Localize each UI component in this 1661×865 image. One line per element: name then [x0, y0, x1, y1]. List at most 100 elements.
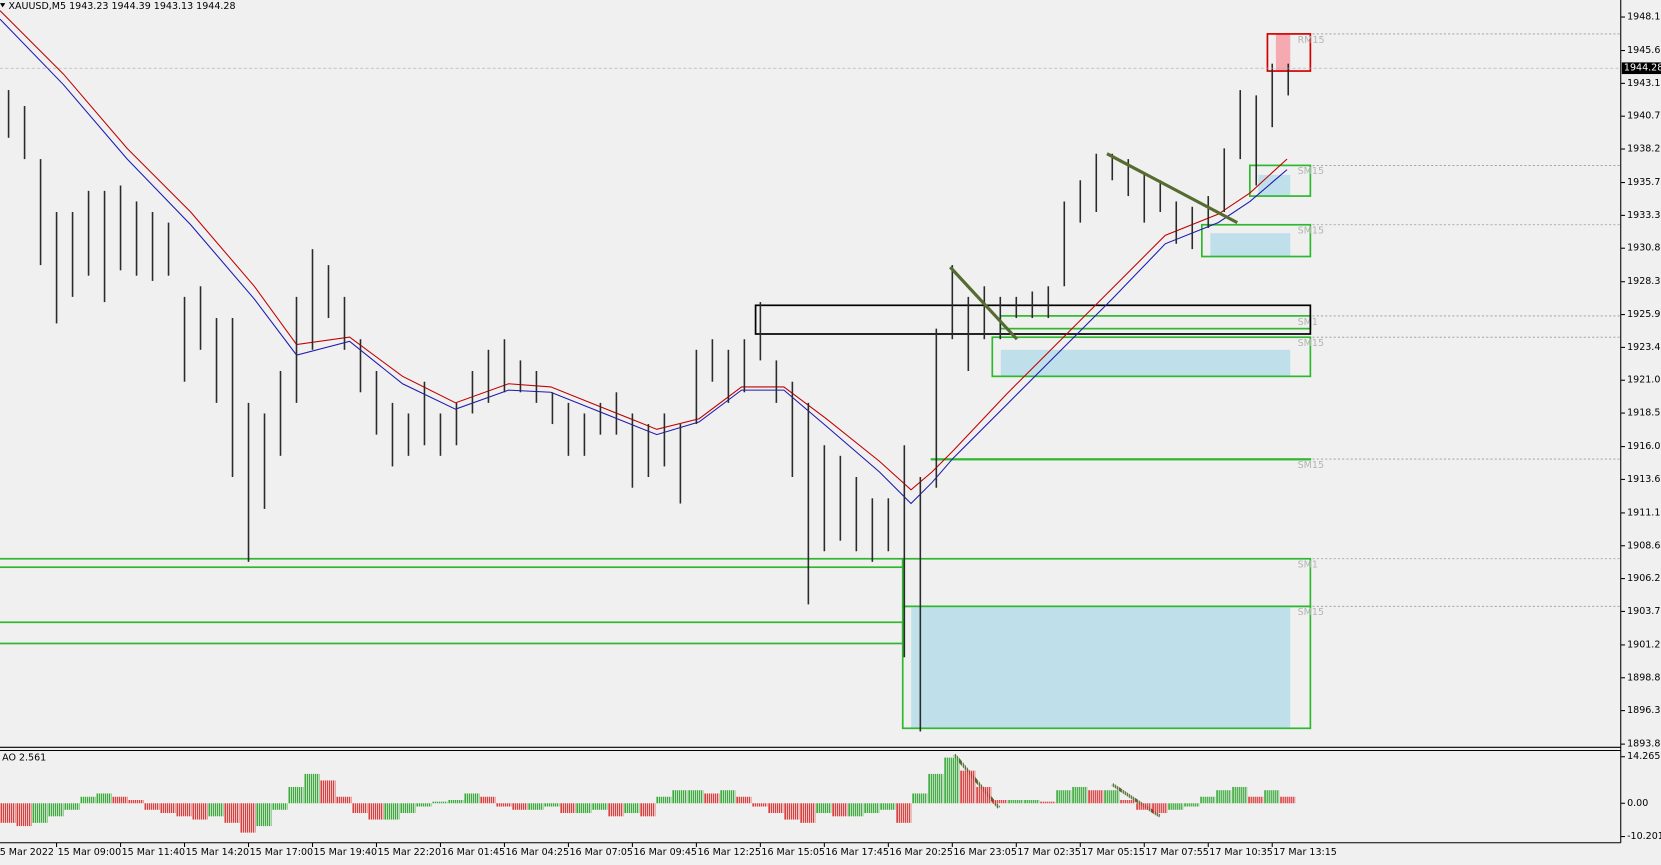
- zone: [0, 557, 904, 569]
- zone: [0, 621, 904, 645]
- y-tick-label: -10.201: [1627, 831, 1661, 842]
- y-tick-label: 1893.85: [1627, 739, 1661, 750]
- ao-bar: [816, 803, 832, 814]
- x-tick-label: 15 Mar 17:00: [250, 847, 314, 858]
- y-tick-label: 1930.85: [1627, 243, 1661, 254]
- x-tick-label: 15 Mar 2022: [0, 847, 54, 858]
- ao-bar: [864, 803, 880, 814]
- zone-fill: [1258, 174, 1291, 197]
- y-tick-label: 1938.25: [1627, 144, 1661, 155]
- ao-bar: [1200, 796, 1216, 804]
- ao-bar: [336, 796, 352, 804]
- ao-bar: [576, 803, 592, 814]
- x-tick-label: 16 Mar 07:05: [569, 847, 633, 858]
- ao-bar: [768, 803, 784, 814]
- zone-fill: [911, 606, 1291, 729]
- ao-bar: [112, 796, 128, 804]
- ao-bar: [592, 803, 608, 810]
- x-tick-label: 16 Mar 01:45: [442, 847, 506, 858]
- ao-bar: [912, 793, 928, 804]
- zone-label: SM15: [1298, 226, 1324, 237]
- y-tick-label: 1916.05: [1627, 441, 1661, 452]
- x-tick-label: 15 Mar 22:20: [378, 847, 442, 858]
- zone-label: RM15: [1298, 35, 1325, 46]
- ao-bar: [432, 801, 448, 804]
- ao-bar: [1168, 803, 1184, 810]
- ao-bar: [1248, 796, 1264, 804]
- y-tick-label: 1935.75: [1627, 177, 1661, 188]
- ao-bar: [704, 793, 720, 804]
- y-tick-label: 1943.15: [1627, 78, 1661, 89]
- ao-bar: [544, 803, 560, 807]
- x-tick-label: 17 Mar 10:35: [1209, 847, 1273, 858]
- y-tick-label: 1908.65: [1627, 540, 1661, 551]
- trend-line: [953, 753, 1001, 809]
- ao-bar: [1136, 803, 1152, 810]
- y-tick-label: 0.00: [1627, 798, 1648, 809]
- y-tick-label: 1901.25: [1627, 639, 1661, 650]
- y-tick-label: 1911.10: [1627, 507, 1661, 518]
- indicator-label: AO 2.561: [2, 752, 46, 763]
- zone: [930, 458, 1312, 461]
- ao-bar: [144, 803, 160, 810]
- x-tick-label: 17 Mar 13:15: [1273, 847, 1337, 858]
- zone: [991, 336, 1312, 378]
- ao-bar: [1008, 800, 1024, 804]
- x-tick-label: 16 Mar 09:45: [633, 847, 697, 858]
- ao-bar: [64, 803, 80, 810]
- ao-bar: [272, 803, 288, 810]
- ao-bar: [560, 803, 576, 814]
- chart-title: XAUUSD,M5 1943.23 1944.39 1943.13 1944.2…: [8, 1, 235, 12]
- y-tick-label: 1923.45: [1627, 342, 1661, 353]
- x-tick-label: 17 Mar 05:15: [1081, 847, 1145, 858]
- ao-bar: [512, 803, 528, 810]
- zones: RM15 SM15 SM15 SM1 SM15 SM15 SM1 SM15: [0, 33, 1621, 730]
- moving-average: [0, 18, 1288, 505]
- zone-label: SM15: [1298, 166, 1324, 177]
- ao-bar: [752, 803, 768, 807]
- x-tick-label: 16 Mar 20:25: [889, 847, 953, 858]
- y-tick-label: 1940.70: [1627, 111, 1661, 122]
- ao-bar: [480, 796, 496, 804]
- ao-bar: [448, 800, 464, 804]
- x-tick-label: 16 Mar 15:05: [761, 847, 825, 858]
- y-tick-label: 1898.80: [1627, 672, 1661, 683]
- x-tick-label: 16 Mar 23:05: [953, 847, 1017, 858]
- y-tick-label: 1925.90: [1627, 309, 1661, 320]
- ao-bar: [1152, 803, 1168, 814]
- ao-bar: [1184, 803, 1200, 807]
- x-tick-label: 16 Mar 17:45: [825, 847, 889, 858]
- ao-bar: [1024, 800, 1040, 804]
- y-tick-label: 1906.20: [1627, 573, 1661, 584]
- zone-label: SM15: [1298, 338, 1324, 349]
- ao-bar: [736, 796, 752, 804]
- y-tick-label: 1933.30: [1627, 210, 1661, 221]
- ao-bar: [464, 793, 480, 804]
- zone: [901, 605, 1312, 730]
- x-tick-label: 15 Mar 19:40: [314, 847, 378, 858]
- y-tick-label: 14.265: [1627, 751, 1660, 762]
- price-bars: [7, 63, 1290, 732]
- ao-bar: [528, 803, 544, 810]
- zone-fill: [1000, 349, 1291, 377]
- ao-bar: [1040, 801, 1056, 804]
- y-tick-label: 1913.60: [1627, 474, 1661, 485]
- ao-bar: [496, 803, 512, 807]
- ao-bar: [416, 803, 432, 807]
- ao-histogram: [0, 750, 1296, 843]
- zone-label: SM15: [1298, 460, 1324, 471]
- ao-bar: [128, 800, 144, 804]
- zone-fill: [1210, 233, 1291, 257]
- x-tick-label: 15 Mar 14:20: [186, 847, 250, 858]
- y-tick-label: 1918.55: [1627, 408, 1661, 419]
- x-tick-label: 16 Mar 04:25: [506, 847, 570, 858]
- zone-label: SM1: [1298, 317, 1318, 328]
- ao-bar: [400, 803, 416, 814]
- x-tick-label: 17 Mar 07:55: [1145, 847, 1209, 858]
- y-tick-label: 1948.10: [1627, 12, 1661, 23]
- ao-bar: [96, 793, 112, 804]
- menu-triangle: [0, 3, 6, 8]
